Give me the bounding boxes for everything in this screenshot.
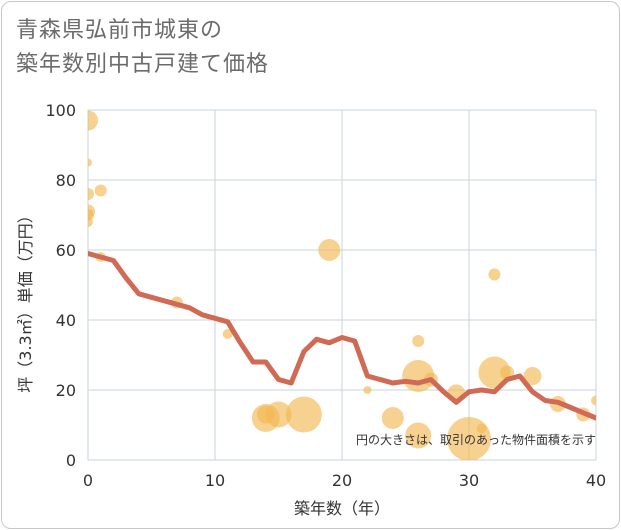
- bubble-point: [88, 217, 93, 227]
- y-tick-label: 80: [56, 171, 76, 190]
- chart-title: 青森県弘前市城東の 築年数別中古戸建て価格: [16, 14, 269, 82]
- y-tick-label: 20: [56, 381, 76, 400]
- bubble-point: [88, 110, 98, 131]
- x-tick-label: 10: [205, 471, 225, 490]
- y-tick-label: 60: [56, 241, 76, 260]
- bubble-point: [523, 367, 542, 385]
- chart-title-line1: 青森県弘前市城東の: [16, 18, 224, 43]
- y-tick-label: 100: [45, 101, 76, 120]
- average-price-line: [88, 251, 596, 421]
- x-tick-label: 40: [586, 471, 606, 490]
- series-group: [88, 110, 596, 460]
- bubble-point: [88, 188, 94, 200]
- bubble-point: [94, 184, 107, 197]
- chart-title-line2: 築年数別中古戸建て価格: [16, 52, 270, 77]
- bubble-point: [381, 407, 404, 429]
- y-axis-title: 坪（3.3㎡）単価（万円）: [16, 207, 35, 392]
- bubble-size-note: 円の大きさは、取引のあった物件面積を示す: [356, 432, 596, 447]
- y-tick-label: 0: [66, 451, 76, 470]
- x-tick-label: 30: [459, 471, 479, 490]
- x-tick-label: 0: [83, 471, 93, 490]
- bubble-point: [476, 423, 487, 434]
- bubble-point: [318, 239, 341, 261]
- x-tick-label: 20: [332, 471, 352, 490]
- bubble-point: [478, 356, 511, 389]
- bubble-point: [488, 268, 501, 281]
- bubble-point: [285, 396, 322, 433]
- bubble-point: [222, 329, 233, 339]
- bubble-point: [412, 335, 425, 347]
- bubble-point: [88, 158, 92, 167]
- plot-area: [87, 109, 597, 461]
- axis-ticks: 0 10 20 30 40 0 20 40 60 80 100: [45, 101, 606, 490]
- x-axis-title: 築年数（年）: [294, 499, 390, 518]
- bubble-point: [405, 422, 432, 449]
- bubble-point: [265, 401, 292, 428]
- bubble-point: [363, 386, 372, 394]
- bubble-point: [591, 395, 596, 406]
- y-tick-label: 40: [56, 311, 76, 330]
